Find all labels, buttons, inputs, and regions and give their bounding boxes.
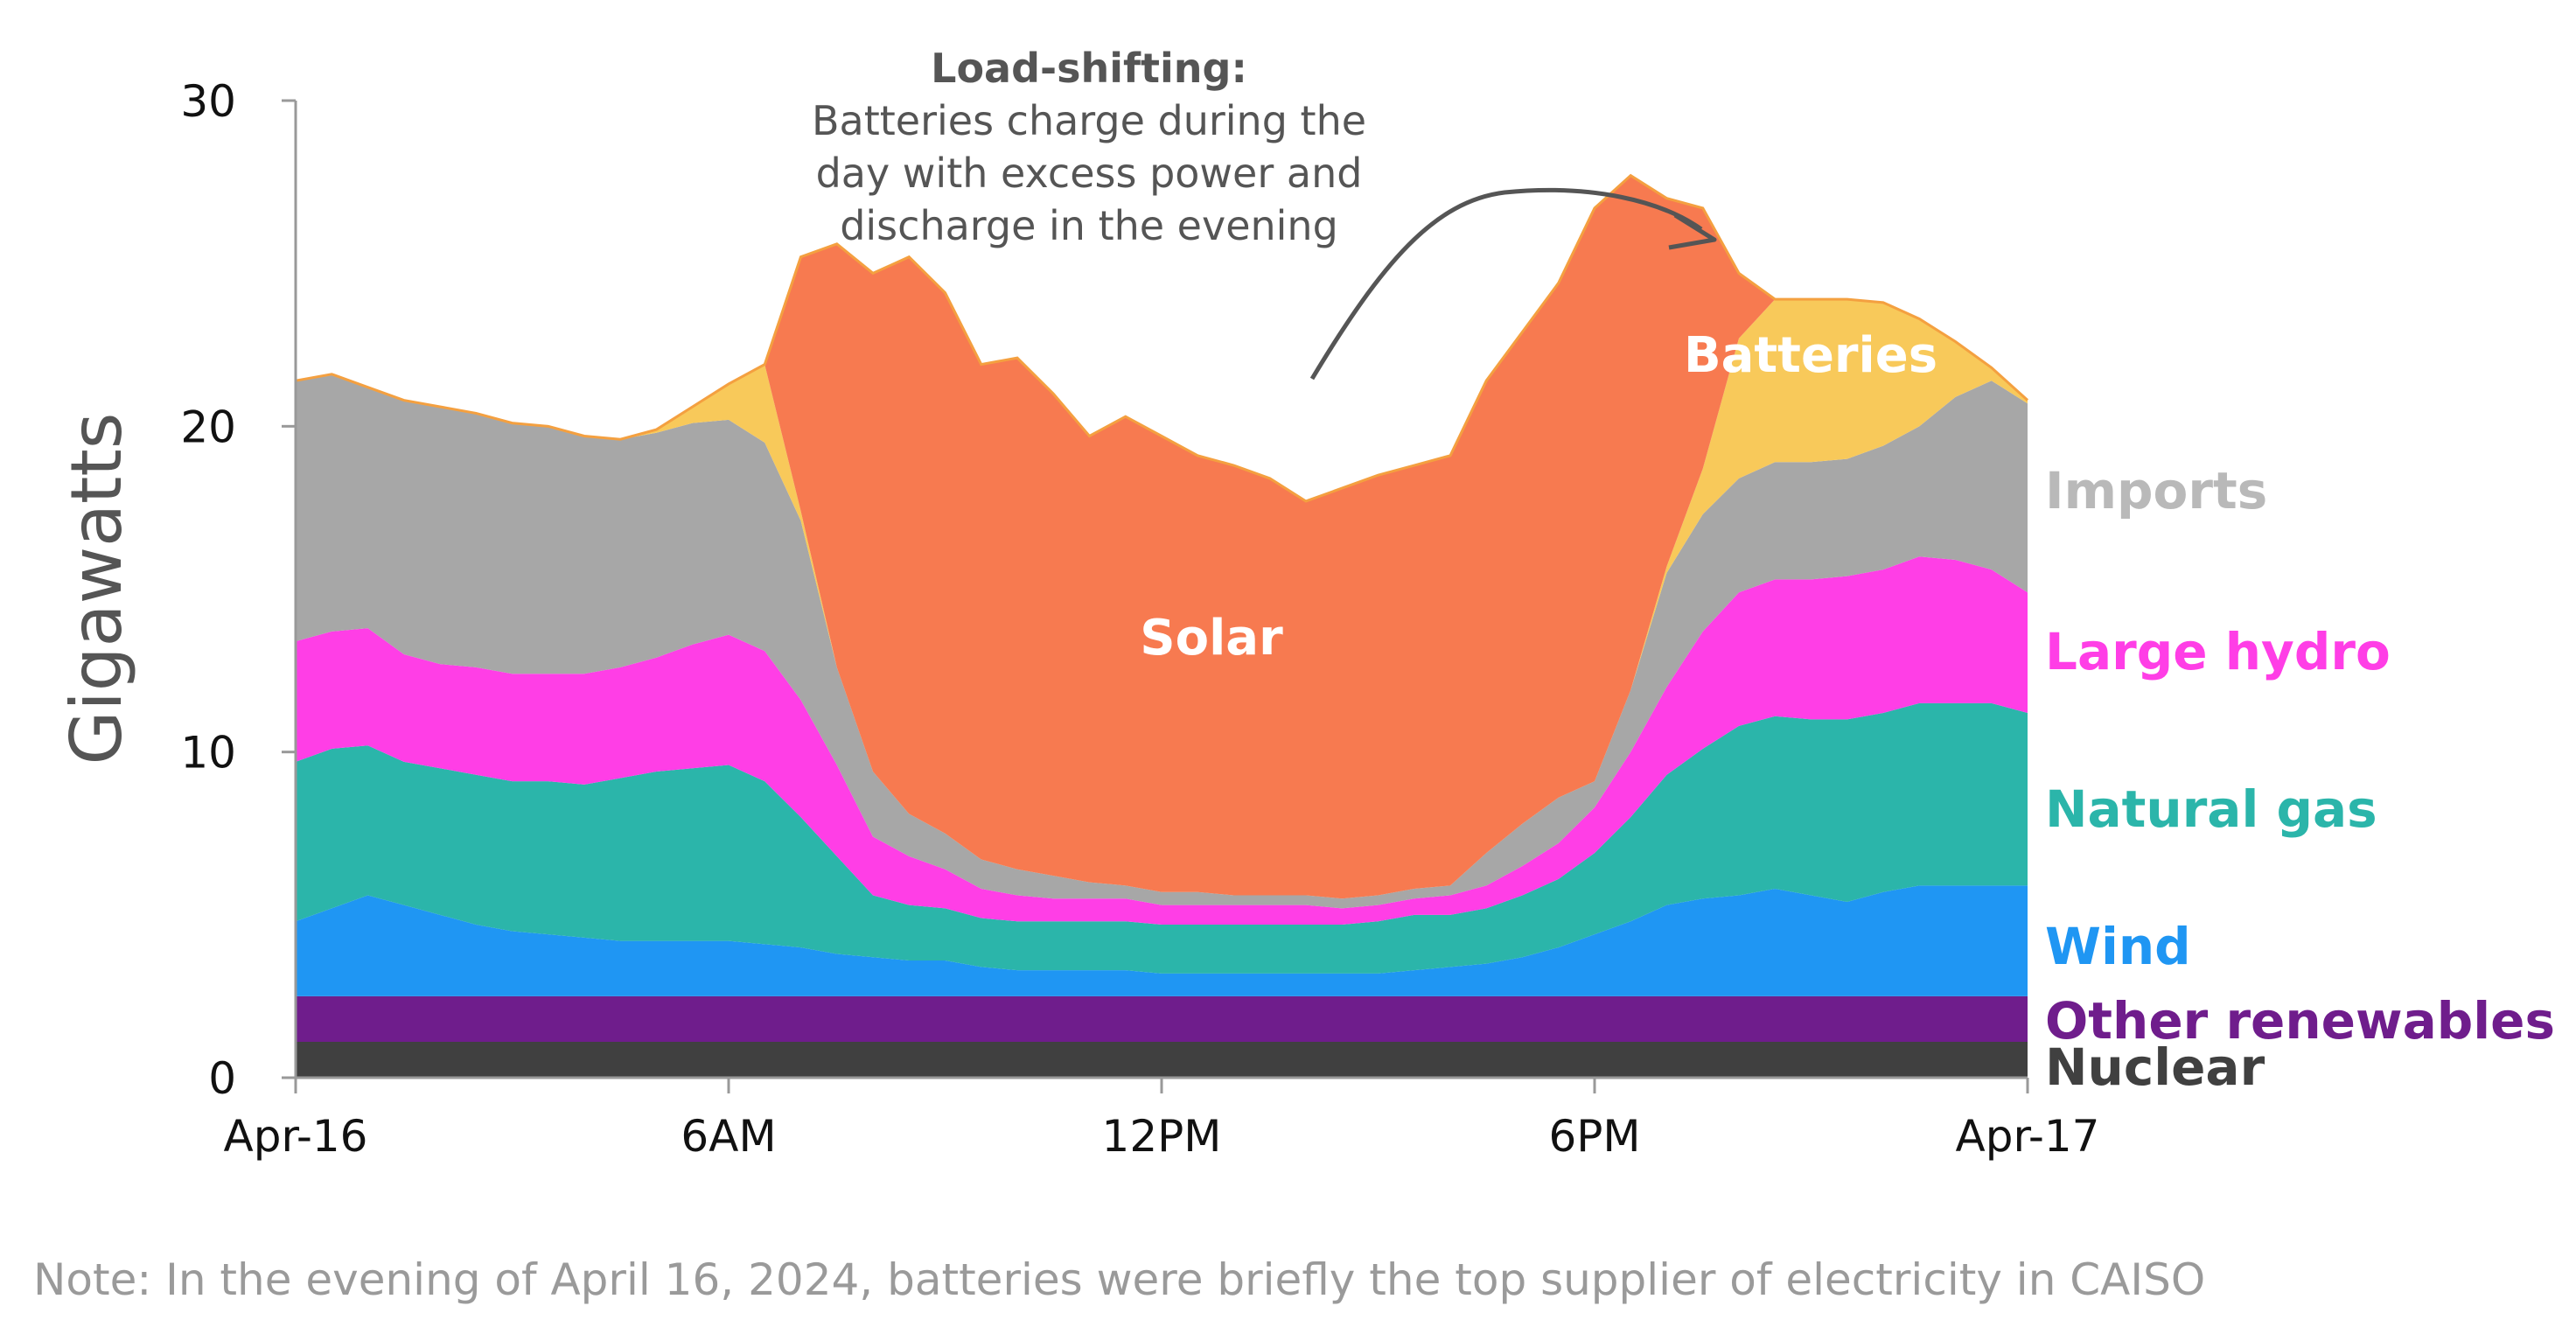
axes: 0 10 20 30 Apr-16 6AM 12PM 6PM Apr-17 (180, 76, 2099, 1162)
annotation-line: discharge in the evening (840, 202, 1338, 249)
area-imports (296, 374, 2028, 909)
x-tick-label: 12PM (1102, 1111, 1222, 1162)
area-wind (296, 885, 2028, 996)
x-tick-label: 6AM (681, 1111, 776, 1162)
area-natural-gas (296, 702, 2028, 974)
y-tick-label: 20 (180, 402, 236, 452)
annotation: Load-shifting: Batteries charge during t… (812, 45, 1717, 381)
legend: Imports Large hydro Natural gas Wind Oth… (2045, 461, 2555, 1097)
area-nuclear (296, 1042, 2028, 1078)
legend-nuclear: Nuclear (2045, 1037, 2265, 1097)
annotation-arrow (1309, 187, 1703, 381)
y-tick-label: 10 (180, 728, 236, 779)
annotation-title: Load-shifting: (931, 45, 1247, 92)
stacked-areas (296, 175, 2028, 1078)
annotation-line: day with excess power and (816, 150, 1363, 197)
y-tick-label: 30 (180, 76, 236, 127)
total-outline (295, 173, 2029, 503)
legend-large-hydro: Large hydro (2045, 622, 2391, 681)
footnote: Note: In the evening of April 16, 2024, … (33, 1254, 2205, 1305)
legend-wind: Wind (2045, 917, 2191, 976)
annotation-arrowhead (1668, 213, 1717, 250)
area-large-hydro (296, 556, 2028, 925)
y-ticks: 0 10 20 30 (180, 76, 296, 1104)
legend-natural-gas: Natural gas (2045, 779, 2377, 839)
legend-imports: Imports (2045, 461, 2267, 520)
x-ticks: Apr-16 6AM 12PM 6PM Apr-17 (224, 1078, 2100, 1162)
batteries-label: Batteries (1684, 327, 1937, 384)
solar-label: Solar (1140, 610, 1283, 667)
area-other-renewables (296, 995, 2028, 1043)
annotation-line: Batteries charge during the (812, 97, 1366, 144)
y-axis-label: Gigawatts (56, 413, 137, 765)
x-tick-label: Apr-17 (1956, 1111, 2100, 1162)
area-solar (296, 175, 2028, 899)
x-tick-label: 6PM (1548, 1111, 1640, 1162)
x-tick-label: Apr-16 (224, 1111, 368, 1162)
y-tick-label: 0 (208, 1053, 236, 1104)
legend-other-renewables: Other renewables (2045, 991, 2555, 1051)
area-batteries (296, 299, 2028, 899)
